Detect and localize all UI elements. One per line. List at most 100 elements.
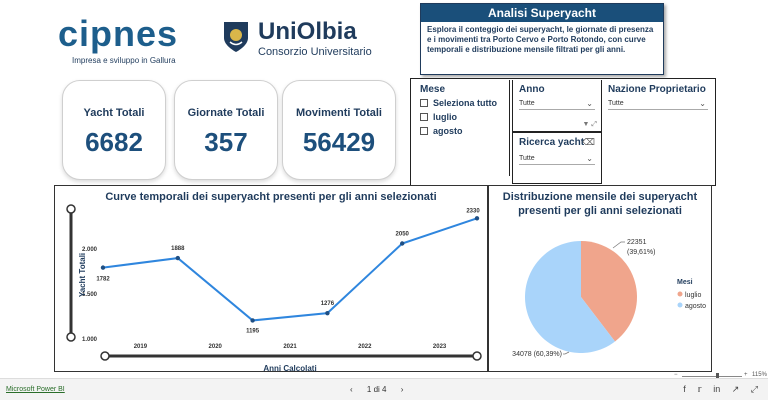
leader-line <box>563 351 570 355</box>
option-label: agosto <box>433 126 463 136</box>
chevron-down-icon: ⌄ <box>586 99 593 108</box>
zoom-control[interactable]: − + 115% <box>674 372 767 380</box>
twitter-icon[interactable]: 𝕣 <box>697 384 702 394</box>
slicer-option-select-all[interactable]: Seleziona tutto <box>420 98 497 108</box>
report-canvas: cipnes Impresa e sviluppo in Gallura Uni… <box>0 0 768 378</box>
x-tick-label: 2019 <box>134 344 148 350</box>
y-tick-label: 1.500 <box>82 292 98 298</box>
data-label: 2050 <box>396 232 410 238</box>
info-box: Analisi Superyacht Esplora il conteggio … <box>420 3 664 75</box>
x-tick-label: 2020 <box>209 344 223 350</box>
slicer-option-luglio[interactable]: luglio <box>420 112 457 122</box>
y-axis-title: Yacht Totali <box>78 253 87 297</box>
legend-marker <box>677 302 683 308</box>
cipnes-logo-word: cipnes <box>58 13 179 54</box>
chevron-down-icon: ⌄ <box>699 99 706 108</box>
fullscreen-icon[interactable]: ⤢ <box>750 384 758 394</box>
pie-chart: 22351 (39,61%) 34078 (60,39%) Mesi luglio ago… <box>512 239 706 358</box>
uniolbia-logo-subtitle: Consorzio Universitario <box>258 46 372 58</box>
pie-chart-panel: Distribuzione mensile dei superyacht pre… <box>488 185 712 372</box>
pie-data-label: 22351 <box>627 239 647 246</box>
kpi-card-movimenti: Movimenti Totali 56429 <box>282 80 396 180</box>
slicer-ricerca-title: Ricerca yacht <box>519 137 585 148</box>
info-text: Esplora il conteggio dei superyacht, le … <box>427 25 654 54</box>
next-page-icon[interactable]: › <box>400 385 404 394</box>
anno-dropdown[interactable]: Tutte ⌄ <box>519 98 595 110</box>
data-point <box>400 241 405 246</box>
kpi-card-giornate: Giornate Totali 357 <box>174 80 278 180</box>
slicer-nazione-title: Nazione Proprietario <box>608 84 706 95</box>
eraser-icon[interactable]: ⌫ <box>582 137 595 147</box>
kpi-card-yacht: Yacht Totali 6682 <box>62 80 166 180</box>
slicer-anno-title: Anno <box>519 84 545 95</box>
kpi-value: 6682 <box>85 127 143 157</box>
page-navigator: ‹ 1 di 4 › <box>344 385 409 394</box>
linkedin-icon[interactable]: in <box>713 384 721 394</box>
slicer-ricerca: Ricerca yacht ⌫ Tutte ⌄ <box>512 132 602 184</box>
kpi-label: Giornate Totali <box>187 107 265 119</box>
pie-data-label: 34078 (60,39%) <box>512 351 562 358</box>
slider-handle <box>66 332 76 342</box>
line-chart-title: Curve temporali dei superyacht presenti … <box>105 191 437 203</box>
slider-handle <box>66 204 76 214</box>
powerbi-link[interactable]: Microsoft Power BI <box>6 386 65 393</box>
shield-icon <box>224 22 248 52</box>
filter-icon[interactable]: ▼ ⤢ <box>582 121 597 128</box>
cipnes-logo: cipnes Impresa e sviluppo in Gallura <box>58 13 208 66</box>
pie-slice-luglio <box>581 241 637 342</box>
x-tick-label: 2023 <box>433 344 447 350</box>
share-icon[interactable]: ↗ <box>731 384 740 394</box>
nazione-dropdown-value: Tutte <box>608 100 624 107</box>
legend-label: luglio <box>685 292 701 299</box>
x-tick-label: 2022 <box>358 344 372 350</box>
facebook-icon[interactable]: f <box>683 384 686 394</box>
zoom-level: 115% <box>752 372 767 378</box>
kpi-label: Yacht Totali <box>83 107 145 119</box>
nazione-dropdown[interactable]: Tutte ⌄ <box>608 98 708 110</box>
legend-title: Mesi <box>677 279 693 286</box>
ricerca-dropdown[interactable]: Tutte ⌄ <box>519 153 595 165</box>
data-label: 2330 <box>466 208 480 214</box>
page-indicator: 1 di 4 <box>366 385 387 394</box>
data-point <box>100 265 106 270</box>
kpi-value: 56429 <box>302 127 376 157</box>
pie-slice-agosto <box>525 241 616 353</box>
cipnes-logo-subtitle: Impresa e sviluppo in Gallura <box>72 56 176 65</box>
info-title: Analisi Superyacht <box>421 4 663 22</box>
checkbox-icon[interactable] <box>420 127 428 135</box>
series-line <box>102 217 478 322</box>
ricerca-dropdown-value: Tutte <box>519 155 535 162</box>
kpi-label: Movimenti Totali <box>296 107 382 119</box>
data-label: 1888 <box>171 246 185 252</box>
slicer-mese: Mese Seleziona tutto luglio agosto <box>414 80 510 176</box>
pie-data-label: (39,61%) <box>627 249 655 256</box>
kpi-value: 357 <box>204 127 248 157</box>
slicer-option-agosto[interactable]: agosto <box>420 126 463 136</box>
checkbox-icon[interactable] <box>420 99 428 107</box>
data-point <box>474 216 480 221</box>
slider-handle <box>100 351 110 361</box>
y-tick-label: 2.000 <box>82 247 98 253</box>
legend-marker <box>677 291 683 297</box>
data-point <box>325 310 330 316</box>
prev-page-icon[interactable]: ‹ <box>350 385 353 394</box>
slider-handle <box>472 351 482 361</box>
legend-label: agosto <box>685 303 706 310</box>
option-label: luglio <box>433 112 457 122</box>
x-axis-title: Anni Calcolati <box>263 364 316 373</box>
checkbox-icon[interactable] <box>420 113 428 121</box>
option-label: Seleziona tutto <box>433 98 498 108</box>
share-bar: f 𝕣 in ↗ ⤢ <box>674 384 758 395</box>
data-label: 1782 <box>96 277 110 283</box>
footer-bar: Microsoft Power BI ‹ 1 di 4 › f 𝕣 in ↗ ⤢ <box>0 378 768 400</box>
chevron-down-icon: ⌄ <box>586 154 593 163</box>
x-tick-label: 2021 <box>283 344 297 350</box>
y-tick-label: 1.000 <box>82 337 98 343</box>
uniolbia-logo-word: UniOlbia <box>258 18 357 45</box>
data-point <box>175 255 180 261</box>
slicer-anno: Anno Tutte ⌄ ▼ ⤢ <box>512 80 602 132</box>
data-point <box>250 318 255 323</box>
pie-chart-title: Distribuzione mensile dei superyacht pre… <box>502 191 698 217</box>
data-label: 1195 <box>246 328 260 334</box>
